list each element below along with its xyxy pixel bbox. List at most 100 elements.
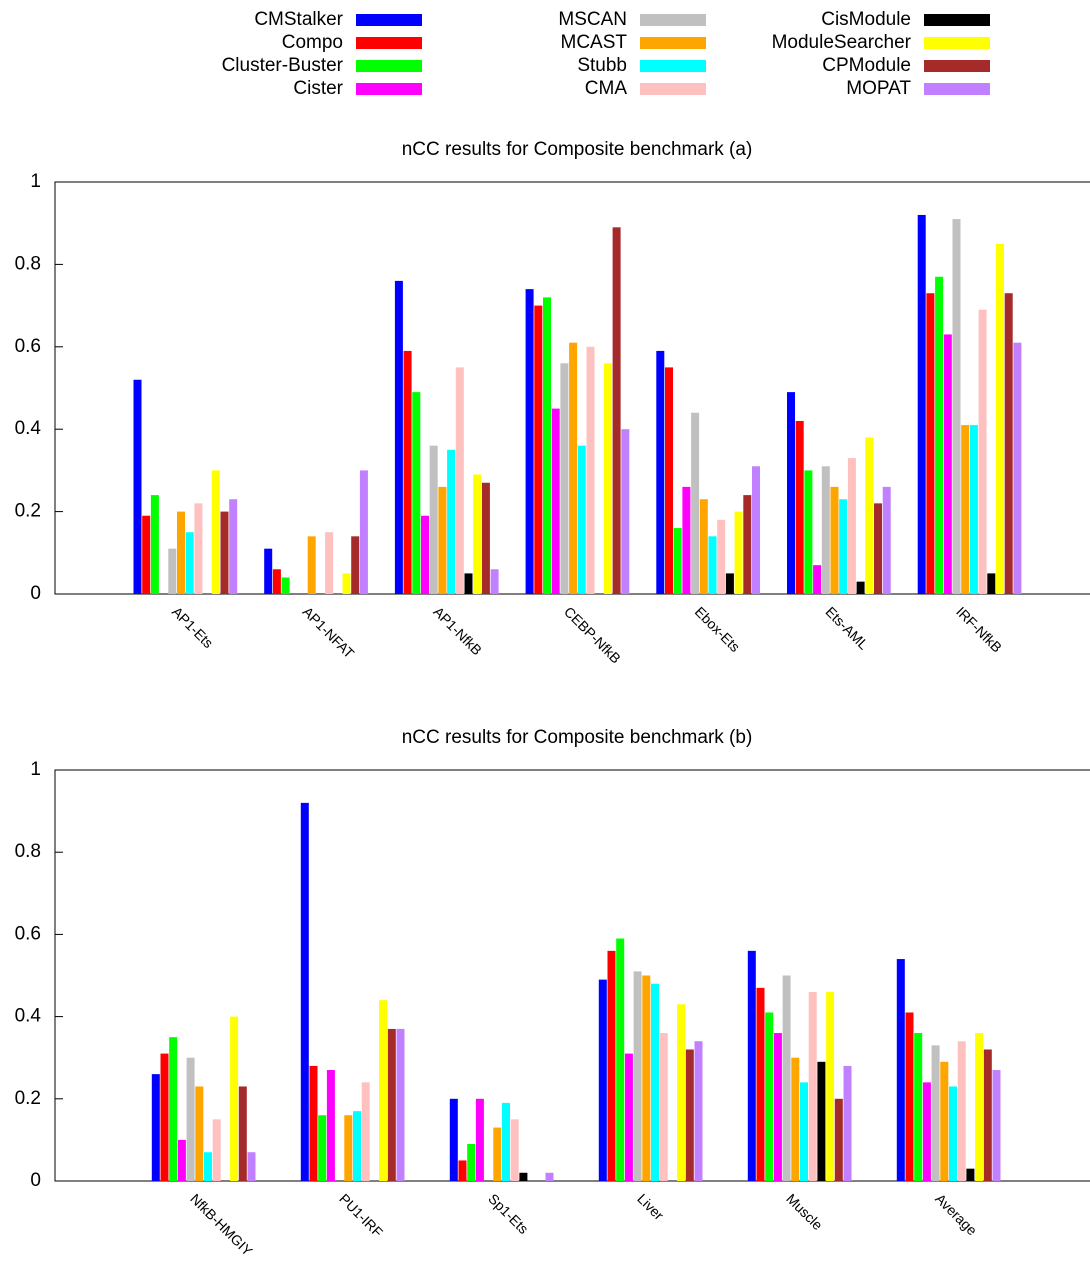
bar [791, 1057, 800, 1181]
bar [160, 1053, 169, 1181]
legend-swatch [640, 14, 706, 26]
bar [412, 392, 421, 594]
bar [1004, 293, 1013, 594]
bar [185, 532, 194, 594]
bar [656, 350, 665, 594]
bar [438, 486, 447, 594]
bar [326, 1070, 335, 1181]
y-tick-label: 1 [30, 171, 41, 192]
legend-swatch [924, 14, 990, 26]
bar [318, 1115, 327, 1181]
bar [943, 334, 952, 594]
bar [677, 1004, 686, 1181]
x-tick-label: NfkB-HMGIY [187, 1190, 256, 1259]
bar [817, 1061, 826, 1181]
legend-swatch [356, 83, 422, 95]
legend-label: ModuleSearcher [772, 32, 912, 53]
bar [694, 1041, 703, 1181]
bar [734, 511, 743, 594]
bar [765, 1012, 774, 1181]
x-tick-label: Ebox-Ets [692, 603, 743, 654]
bar [865, 437, 874, 594]
y-tick-label: 0.4 [15, 418, 42, 439]
bar [177, 511, 185, 594]
bar [607, 950, 616, 1181]
bar [847, 458, 856, 594]
legend-label: CMA [585, 78, 628, 99]
y-tick-label: 0.8 [15, 841, 41, 862]
bar [642, 975, 651, 1181]
legend-swatch [640, 60, 706, 72]
bar [577, 445, 586, 594]
bar [361, 1082, 370, 1181]
bar [685, 1049, 694, 1181]
y-tick-label: 0.6 [15, 336, 41, 357]
x-tick-label: Liver [634, 1190, 667, 1223]
bar [519, 1172, 528, 1181]
bar [743, 495, 752, 594]
bar [396, 1028, 405, 1181]
bar [481, 482, 490, 594]
x-tick-label: AP1-NFAT [300, 603, 358, 661]
bar [935, 276, 944, 594]
bar [467, 1144, 476, 1181]
bar [142, 515, 151, 594]
bar [603, 363, 612, 594]
bar [969, 425, 978, 594]
bar [464, 573, 473, 594]
bar [978, 309, 987, 594]
bar [204, 1152, 212, 1181]
bar [804, 470, 813, 594]
bar [834, 1098, 843, 1181]
bar [917, 214, 926, 594]
bar [151, 1074, 160, 1181]
bar [307, 536, 316, 594]
bar [621, 429, 630, 594]
bar [952, 219, 961, 594]
x-tick-label: CEBP-NfkB [561, 603, 624, 666]
bar [612, 227, 621, 594]
bar [353, 1111, 361, 1181]
legend-swatch [356, 37, 422, 49]
x-tick-label: Ets-AML [822, 603, 871, 652]
bar [475, 1098, 484, 1181]
bar [212, 1119, 221, 1181]
y-tick-label: 1 [30, 759, 41, 780]
bar [229, 499, 238, 594]
bar [795, 420, 804, 594]
legend-label: Compo [282, 32, 343, 53]
bar [545, 1172, 554, 1181]
bar [856, 581, 865, 594]
bar [1013, 342, 1022, 594]
legend-swatch [924, 60, 990, 72]
y-tick-label: 0.2 [15, 501, 41, 522]
bar [896, 959, 905, 1181]
bar [983, 1049, 992, 1181]
bar [708, 536, 717, 594]
bar [569, 342, 578, 594]
x-tick-label: Sp1-Ets [485, 1190, 532, 1237]
bar [682, 486, 691, 594]
bar [194, 503, 203, 594]
bar [987, 573, 996, 594]
bar [551, 408, 560, 594]
bar [756, 987, 765, 1181]
bar [905, 1012, 914, 1181]
legend-label: CMStalker [254, 9, 343, 30]
y-tick-label: 0 [30, 583, 41, 604]
y-tick-label: 0 [30, 1170, 41, 1191]
bar [874, 503, 882, 594]
bar [238, 1086, 247, 1181]
bar [543, 297, 551, 594]
legend-label: Cister [293, 78, 343, 99]
chart-title: nCC results for Composite benchmark (a) [402, 139, 753, 160]
x-tick-label: PU1-IRF [336, 1190, 386, 1240]
y-tick-label: 0.2 [15, 1088, 41, 1109]
bar [787, 392, 795, 594]
bar [975, 1033, 984, 1181]
bar [699, 499, 708, 594]
bar [230, 1016, 239, 1181]
legend-swatch [356, 14, 422, 26]
bar [300, 802, 309, 1181]
bar [931, 1045, 940, 1181]
